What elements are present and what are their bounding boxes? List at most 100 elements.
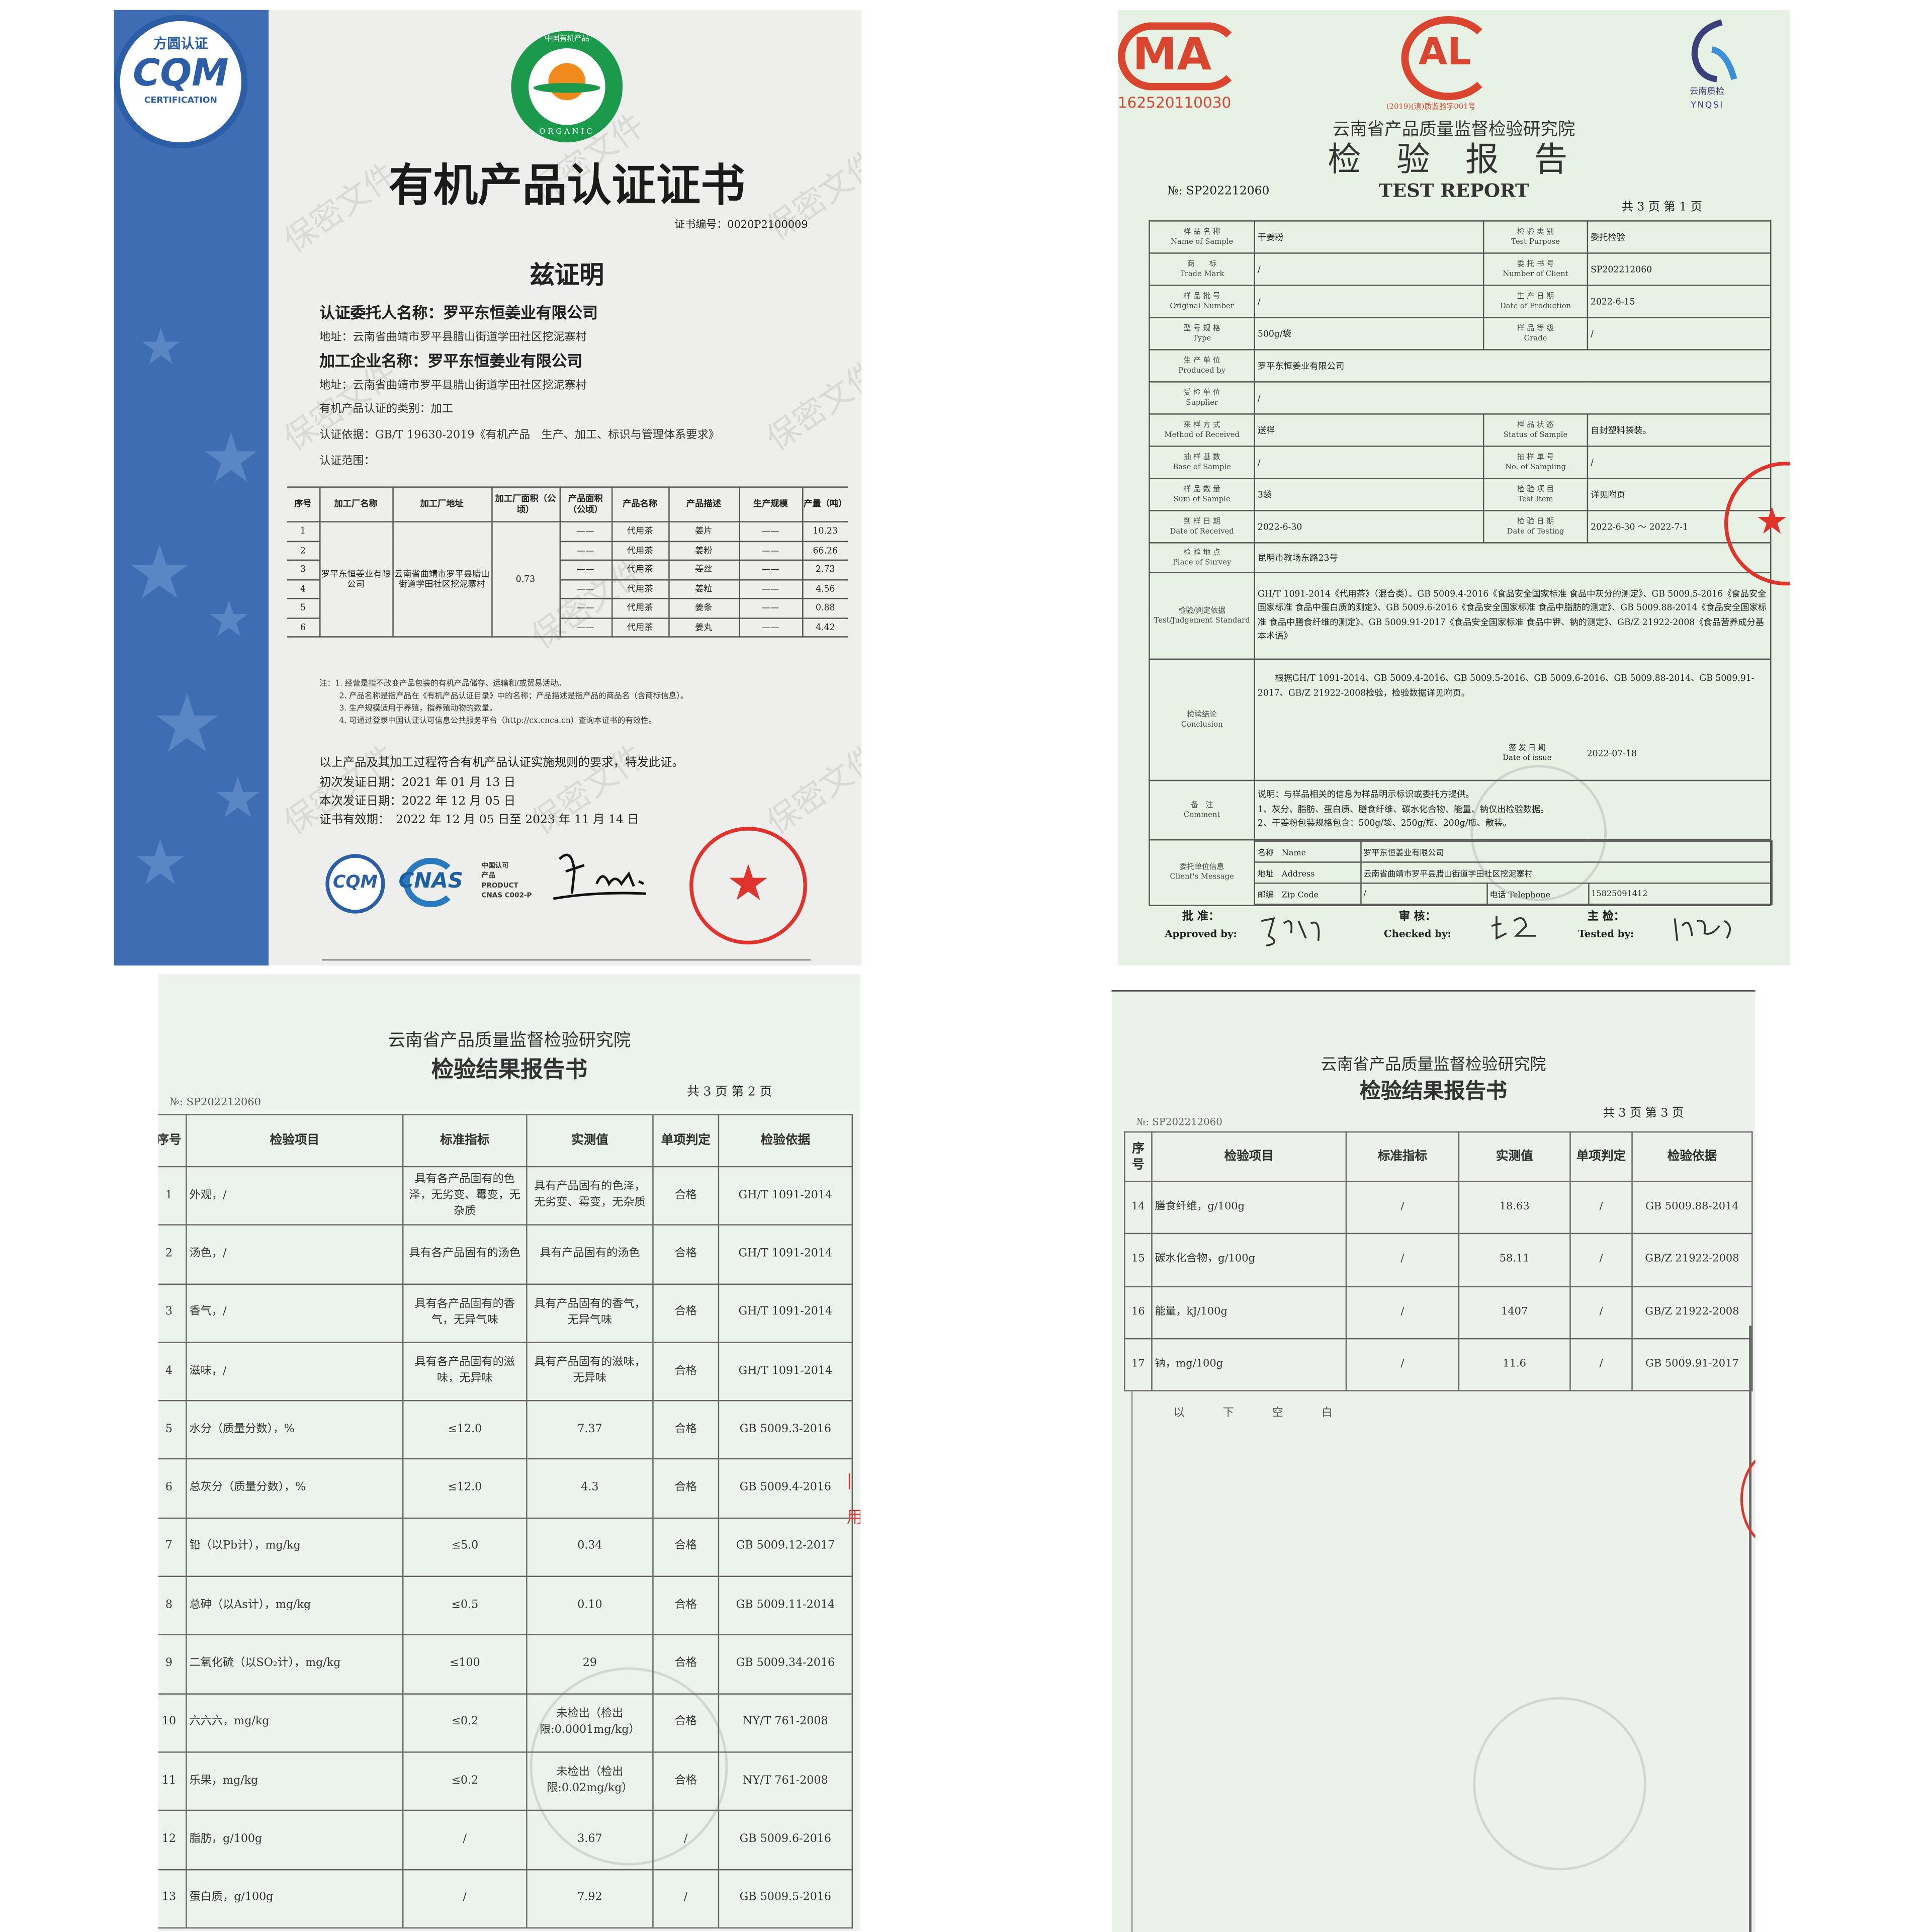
cell-no: 12 [158,1810,187,1870]
field-label-cn: 委 托 书 号 [1517,259,1554,268]
cell-standard-limit: ≤12.0 [402,1400,528,1460]
cell-test-method: GB 5009.11-2014 [718,1575,853,1636]
telephone-value: 15825091412 [1587,883,1772,905]
cell-standard-limit: / [402,1868,528,1928]
report-info-table: 样 品 名 称 Name of Sample 干姜粉检 验 类 别 Test Purp… [1149,220,1772,906]
cell-no: 9 [158,1634,187,1695]
field-value: 3袋 [1254,478,1484,511]
field-label-en: Date of Received [1170,526,1234,536]
cell-verdict: 合格 [652,1166,720,1226]
cnas-logo: CNAS [399,857,476,908]
cell-test-item: 能量，kJ/100g [1151,1285,1347,1340]
cell-standard-limit: 具有各产品固有的香气，无异气味 [402,1283,528,1343]
field-label-cn: 样 品 数 量 [1183,484,1220,493]
approved-cn: 批 准： [1182,911,1220,924]
column-header: 产品名称 [610,486,669,522]
column-header: 检验项目 [186,1114,404,1168]
cell-standard-limit: ≤0.2 [402,1693,528,1753]
standard-text: GH/T 1091-2014《代用茶》（混合类）、GB 5009.4-2016《… [1254,572,1772,660]
result-row: 11 乐果，mg/kg ≤0.2 未检出（检出限:0.02mg/kg） 合格 NY/T 7… [158,1751,853,1811]
field-label-en: Number of Client [1503,269,1568,278]
result-row: 3 香气，/具有各产品固有的香气，无异气味 具有产品固有的香气，无异气味 合格 GH/T… [158,1283,853,1343]
certificate-title: 有机产品认证证书 [388,159,745,212]
cqm-small-logo-text: CQM [332,872,378,893]
results-table: 序号 检验项目 标准指标 实测值 单项判定 检验依据 1 外观，/具有各产品固有的色泽，无劣变… [158,1114,853,1928]
field-value: 罗平东恒姜业有限公司 [1254,349,1772,383]
field-value: 2022-6-30 [1254,510,1484,544]
institute-name: 云南省产品质量监督检验研究院 [1332,120,1575,140]
cell-measured-value: 具有产品固有的滋味，无异味 [526,1342,654,1401]
field-value: / [1587,317,1772,350]
field-label-cn: 样 品 名 称 [1183,227,1220,236]
field-label-en: No. of Sampling [1505,462,1566,471]
organic-certificate: ★ ★ ★ ★ ★ ★ ★ 方圆认证 CQM CERTIFICATION 保密文… [114,10,862,965]
approved-by-label: 批 准： Approved by: [1165,910,1237,942]
result-row: 9 二氧化硫（以SO₂计），mg/kg ≤100 29 合格 GB 5009.34-201… [158,1634,853,1695]
field-value: 送样 [1254,413,1484,447]
report-row: 样 品 数 量 Sum of Sample 3袋检 验 项 目 Test Item 详见… [1149,478,1772,511]
cell-verdict: / [1569,1285,1633,1340]
cell-no: 15 [1124,1233,1153,1287]
cell-measured-value: 具有产品固有的色泽，无劣变、霉变，无杂质 [526,1166,654,1226]
cell-test-method: GH/T 1091-2014 [718,1283,853,1343]
field-label-en: Sum of Sample [1173,494,1231,503]
certificate-statement: 以上产品及其加工过程符合有机产品认证实施规则的要求，特发此证。 [319,756,684,770]
certified-products-table: 序号 加工厂名称 加工厂地址 加工厂面积（公顷） 产品面积（公顷） 产品名称 产品描述 生产规… [287,486,848,638]
cell-product-description: 姜片 [667,521,740,542]
cell-no: 8 [158,1575,187,1636]
processor-name: 加工企业名称：罗平东恒姜业有限公司 [319,352,583,370]
star-icon: ★ [138,319,183,377]
field-value: / [1254,285,1484,318]
table-row: 1 罗平东恒姜业有限公司 云南省曲靖市罗平县腊山街道学田社区挖泥寨村 0.73 —— 代用… [287,521,848,638]
cell-test-method: GB 5009.88-2014 [1631,1181,1753,1235]
cell-output: 66.26 [801,540,848,561]
cell-verdict: / [1569,1233,1633,1287]
report-row: 样 品 名 称 Name of Sample 干姜粉检 验 类 别 Test Purp… [1149,220,1772,254]
field-value: / [1254,381,1772,415]
cell-no: 2 [158,1224,187,1285]
tested-en: Tested by: [1578,927,1634,940]
client-name: 认证委托人名称：罗平东恒姜业有限公司 [319,303,598,322]
cell-measured-value: 11.6 [1458,1338,1571,1392]
cell-no: 2 [287,540,320,561]
field-value: SP202212060 [1587,252,1772,286]
cell-product-area: —— [559,559,612,580]
cell-test-method: GB/Z 21922-2008 [1631,1233,1753,1287]
field-label: 检 验 类 别 Test Purpose [1482,220,1589,254]
star-icon: ★ [1755,500,1789,544]
cell-standard-limit: / [402,1810,528,1870]
tested-by-label: 主 检： Tested by: [1578,910,1634,942]
client-address-label: 地址 Address [1255,861,1361,884]
cell-test-item: 总灰分（质量分数），% [186,1458,404,1519]
ynqsi-cn: 云南质检 [1689,86,1724,97]
table-header-row: 序号 检验项目 标准指标 实测值 单项判定 检验依据 [158,1114,853,1168]
report-number: №: SP202212060 [169,1096,261,1109]
report-row: 抽 样 基 数 Base of Sample / 抽 样 单 号 No. of Samp… [1149,446,1772,479]
cell-test-method: NY/T 761-2008 [718,1693,853,1753]
ynqsi-logo [1691,19,1737,82]
cell-no: 5 [158,1400,187,1460]
first-issue-date: 初次发证日期：2021 年 01 月 13 日 [319,776,516,790]
inspection-seal: ★ [1724,462,1790,586]
cell-no: 1 [287,521,320,542]
client-name-label: 名称 Name [1255,840,1361,863]
field-label: 备 注 Comment [1149,779,1255,841]
column-header: 加工厂面积（公顷） [490,486,560,522]
cell-verdict: 合格 [652,1458,720,1519]
cal-logo: AL [1401,16,1496,101]
cell-test-item: 蛋白质，g/100g [186,1868,404,1928]
column-header: 产量（吨） [801,486,848,522]
cell-test-item: 六六六，mg/kg [186,1693,404,1753]
field-value: 2022-6-15 [1587,285,1772,318]
cell-product-name: 代用茶 [610,559,669,580]
field-label-en: Type [1192,333,1211,342]
cell-verdict: / [1569,1338,1633,1392]
cell-standard-limit: ≤12.0 [402,1458,528,1519]
cell-measured-value: 7.92 [526,1868,654,1928]
faint-stamp [1470,765,1607,901]
report-row: 型 号 规 格 Type 500g/袋样 品 等 级 Grade / [1149,317,1772,350]
table-row: 4 —— 代用茶 姜粒 —— 4.56 [287,578,848,599]
field-value: / [1254,446,1484,479]
red-stamp-fragment [1740,1449,1756,1549]
certificate-number: 证书编号：0020P2100009 [674,219,808,232]
